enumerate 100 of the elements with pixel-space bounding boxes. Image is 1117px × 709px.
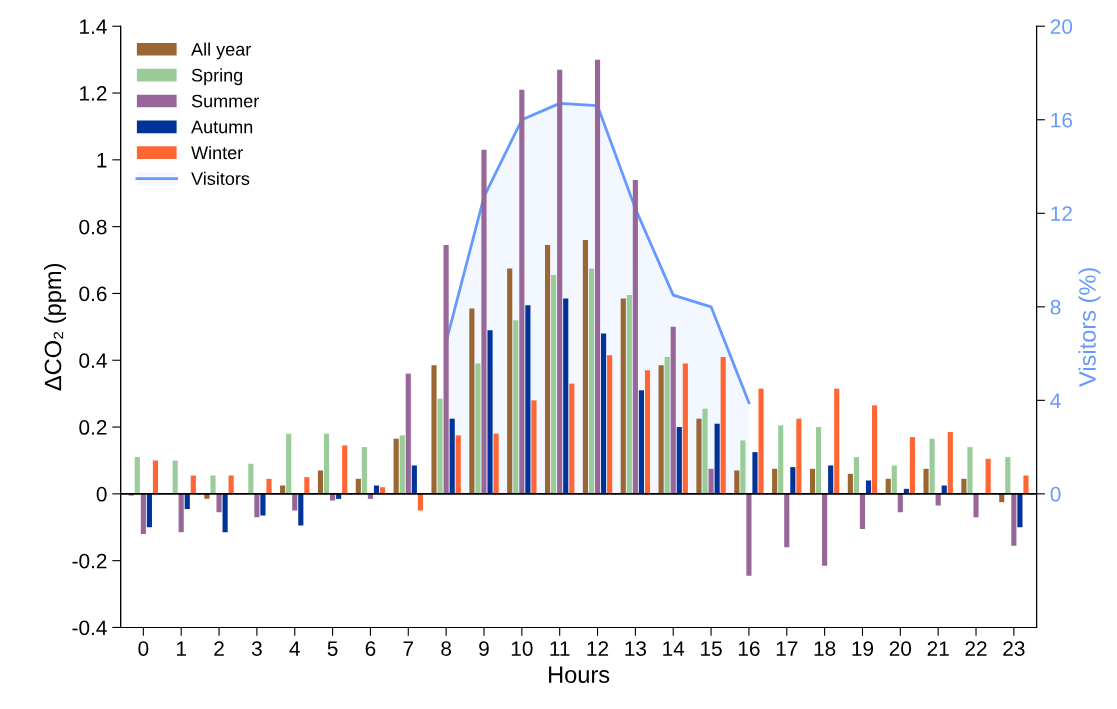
bar [557, 69, 563, 494]
x-tick-label: 12 [587, 641, 609, 656]
bar [286, 433, 292, 494]
bar [720, 356, 726, 494]
y-tick-label: 0.2 [79, 420, 107, 435]
bar [923, 468, 929, 494]
bar [670, 326, 676, 494]
bar [254, 493, 260, 518]
bar [513, 320, 519, 494]
bar [493, 433, 499, 494]
bar [216, 493, 222, 513]
bar [393, 438, 399, 494]
x-tick-label: 18 [814, 641, 836, 656]
y2-tick-label: 16 [1051, 112, 1073, 128]
bar [746, 493, 752, 576]
x-tick-label: 22 [965, 641, 987, 656]
bar [708, 468, 714, 494]
bar [676, 427, 682, 494]
bar [853, 457, 859, 494]
bar [525, 305, 531, 494]
bar [210, 475, 216, 494]
y2-tick-label: 0 [1050, 486, 1061, 502]
bar [644, 370, 651, 494]
bar [417, 493, 423, 511]
y2-tick-label: 4 [1050, 393, 1061, 408]
y-tick-label: 1.4 [80, 19, 107, 34]
bar [696, 418, 702, 494]
bar [702, 408, 708, 494]
bar [563, 298, 569, 494]
bar [140, 493, 146, 534]
bar [355, 478, 361, 494]
bar [865, 480, 872, 494]
bar [184, 493, 190, 509]
y-tick-label: 0.4 [79, 353, 107, 368]
bar [758, 388, 764, 494]
bar [1023, 475, 1029, 494]
bar [734, 470, 740, 494]
legend-label: Spring [191, 68, 243, 86]
x-tick-label: 10 [511, 641, 533, 656]
y2-tick-label: 12 [1051, 206, 1072, 221]
bar [664, 356, 670, 494]
bar [292, 493, 298, 511]
bar [437, 398, 443, 494]
bar [626, 295, 632, 494]
bar [815, 427, 822, 494]
y-tick-label: -0.4 [72, 620, 107, 636]
bar [519, 89, 525, 494]
x-tick-label: 9 [479, 641, 489, 656]
bar [594, 59, 601, 494]
bar [961, 478, 967, 494]
bar [632, 179, 638, 494]
bar [405, 373, 411, 494]
bar [298, 493, 304, 526]
bar [172, 460, 178, 494]
bar [682, 363, 688, 494]
bar [859, 493, 866, 529]
x-tick-label: 7 [403, 641, 414, 656]
x-tick-label: 17 [776, 641, 798, 656]
bar [317, 470, 324, 494]
bar [487, 330, 493, 494]
bar [935, 493, 941, 506]
bar [1005, 457, 1011, 494]
bar [266, 478, 272, 494]
bar [399, 435, 405, 494]
bar [714, 423, 720, 494]
bar [620, 298, 626, 494]
bar [847, 473, 853, 494]
bar [431, 365, 437, 494]
bar [947, 432, 953, 494]
bar [531, 400, 537, 494]
bar [985, 458, 991, 494]
legend-label: Summer [191, 94, 259, 108]
bar [588, 268, 595, 494]
bar [828, 465, 834, 494]
bar [872, 405, 878, 494]
x-tick-label: 4 [289, 641, 300, 656]
bar [834, 388, 840, 494]
y-tick-label: -0.2 [72, 553, 107, 569]
legend-label: Visitors [191, 171, 250, 186]
bar [967, 447, 973, 494]
y-tick-label: 1.2 [80, 86, 107, 101]
bar [582, 240, 588, 494]
bar [146, 493, 152, 528]
bar [551, 275, 557, 494]
bar [809, 468, 816, 494]
bar [658, 365, 664, 494]
y2-tick-label: 8 [1050, 299, 1061, 315]
bar [784, 493, 790, 548]
x-tick-label: 6 [365, 641, 376, 656]
x-tick-label: 2 [214, 641, 224, 656]
y-tick-label: 0.6 [79, 286, 107, 302]
bar [790, 467, 796, 494]
bar [178, 493, 184, 533]
y-tick-label: 0 [96, 486, 107, 502]
bar [607, 355, 613, 494]
bar [469, 308, 475, 494]
bar [929, 438, 935, 494]
x-tick-label: 11 [550, 641, 570, 656]
x-tick-label: 13 [625, 641, 647, 656]
bar [891, 465, 897, 494]
